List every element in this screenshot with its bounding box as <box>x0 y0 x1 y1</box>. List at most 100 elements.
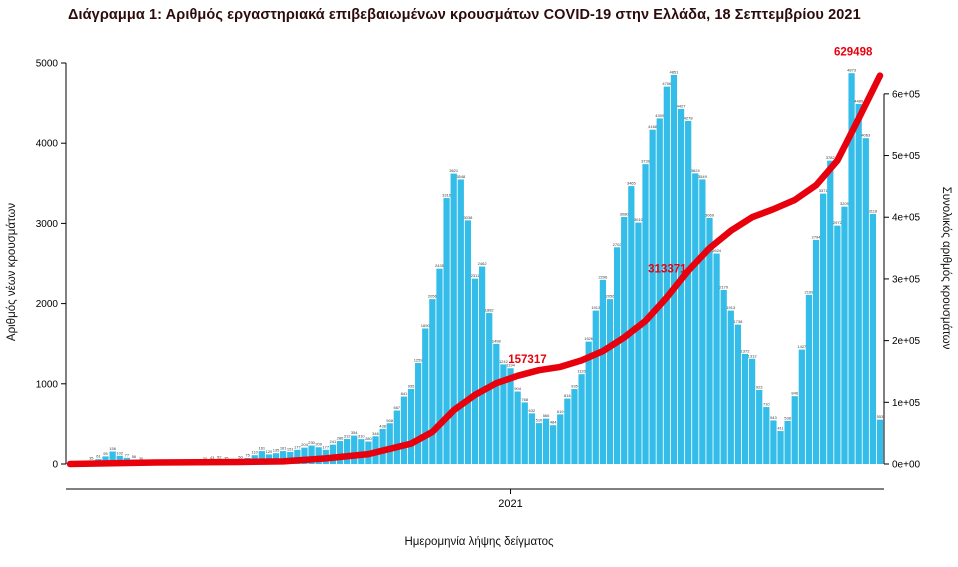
chart-text: 35 <box>89 456 94 461</box>
chart-text: 35 <box>224 456 229 461</box>
chart-text: 1526 <box>584 336 594 341</box>
chart-text: 1259 <box>414 358 424 363</box>
daily-cases-bar <box>294 449 301 464</box>
chart-text: 768 <box>521 397 528 402</box>
chart-text: 3118 <box>869 208 878 213</box>
chart-text: 3465 <box>627 181 637 186</box>
chart-text: 1690 <box>421 323 431 328</box>
chart-text: 2624 <box>712 248 722 253</box>
chart-text: 156 <box>109 446 116 451</box>
chart-text: 3209 <box>840 201 850 206</box>
chart-text: 3549 <box>698 174 708 179</box>
chart-text: 438 <box>379 423 386 428</box>
daily-cases-bar <box>415 363 422 464</box>
daily-cases-bar <box>521 402 528 464</box>
daily-cases-bar <box>784 420 791 464</box>
chart-text: 161 <box>280 446 287 451</box>
chart-text: 935 <box>571 384 578 389</box>
daily-cases-bar <box>500 364 507 464</box>
chart-text: 4873 <box>847 68 857 73</box>
chart-text: 0 <box>52 460 58 471</box>
chart-text: 310 <box>358 434 365 439</box>
chart-text: 5000 <box>36 59 59 70</box>
chart-text: 209 <box>315 442 322 447</box>
daily-cases-bar <box>592 310 599 464</box>
chart-text: 484 <box>550 420 557 425</box>
daily-cases-bar <box>336 441 344 464</box>
daily-cases-bar <box>770 420 777 464</box>
chart-text: 4851 <box>669 69 679 74</box>
chart-text: 2311 <box>471 273 480 278</box>
daily-cases-bar <box>471 278 479 464</box>
daily-cases-bar <box>841 206 848 465</box>
chart-text: 1913 <box>591 305 601 310</box>
chart-text: 3621 <box>449 168 459 173</box>
chart-text: 846 <box>791 391 798 396</box>
chart-text: 0e+00 <box>892 460 921 471</box>
chart-text: 6e+05 <box>892 89 921 100</box>
daily-cases-bar <box>464 220 472 464</box>
daily-cases-bar <box>514 391 521 464</box>
daily-cases-bar <box>571 389 578 464</box>
daily-cases-bar <box>599 279 607 464</box>
chart-text: 1e+05 <box>892 398 921 409</box>
daily-cases-bar <box>379 428 386 464</box>
chart-text: 1000 <box>36 379 59 390</box>
chart-text: 30 <box>139 456 144 461</box>
chart-text: 2021 <box>498 498 522 510</box>
daily-cases-bar <box>258 451 265 464</box>
chart-text: 2435 <box>435 263 445 268</box>
daily-cases-bar <box>812 239 820 464</box>
chart-text: 2702 <box>613 242 623 247</box>
chart-title: Διάγραμμα 1: Αριθμός εργαστηριακά επιβεβ… <box>68 7 861 23</box>
chart-text: 538 <box>784 415 791 420</box>
daily-cases-bar <box>585 341 592 464</box>
daily-cases-bar <box>343 438 351 464</box>
chart-text: 286 <box>337 436 344 441</box>
daily-cases-bar <box>663 86 670 464</box>
chart-text: 566 <box>543 413 550 418</box>
daily-cases-bar <box>827 160 834 464</box>
chart-text: 4063 <box>861 133 871 138</box>
daily-cases-bar <box>606 299 614 464</box>
chart-text: 2e+05 <box>892 336 921 347</box>
chart-text: 161 <box>258 446 265 451</box>
cumulative-cases-line <box>66 72 884 468</box>
chart-text: 313371 <box>648 264 687 276</box>
daily-cases-bar <box>876 419 884 464</box>
daily-cases-bar <box>713 253 720 464</box>
daily-cases-bar <box>855 103 862 464</box>
chart-text: 43 <box>210 455 215 460</box>
daily-cases-bar <box>763 407 770 464</box>
daily-cases-bar <box>535 423 543 464</box>
daily-cases-bar <box>756 389 763 464</box>
daily-cases-bar <box>820 193 827 464</box>
daily-cases-bar <box>386 423 393 464</box>
daily-cases-bar <box>443 198 450 464</box>
chart-text: 241 <box>330 439 337 444</box>
chart-text: 4278 <box>684 115 694 120</box>
chart-text: 553 <box>877 414 884 419</box>
daily-cases-bar <box>706 217 713 464</box>
chart-text: 923 <box>756 384 763 389</box>
daily-cases-bar <box>280 451 287 464</box>
chart-text: 95 <box>103 451 108 456</box>
chart-text: 1120 <box>577 369 586 374</box>
daily-cases-bar <box>805 294 813 464</box>
daily-cases-bar <box>542 418 550 464</box>
daily-cases-bar <box>798 349 805 464</box>
daily-cases-bar <box>734 324 742 464</box>
chart-text: 3038 <box>463 215 473 220</box>
chart-text: 120 <box>266 449 273 454</box>
chart-text: 543 <box>770 415 777 420</box>
daily-cases-bar <box>748 358 756 464</box>
daily-cases-bar <box>649 129 656 465</box>
chart-text: 3e+05 <box>892 274 921 285</box>
daily-cases-bar <box>578 374 585 464</box>
chart-text: 4427 <box>677 103 687 108</box>
chart-text: 1913 <box>726 305 736 310</box>
daily-cases-bar <box>429 299 436 464</box>
chart-text: 904 <box>514 386 521 391</box>
chart-text: 75 <box>245 452 250 457</box>
